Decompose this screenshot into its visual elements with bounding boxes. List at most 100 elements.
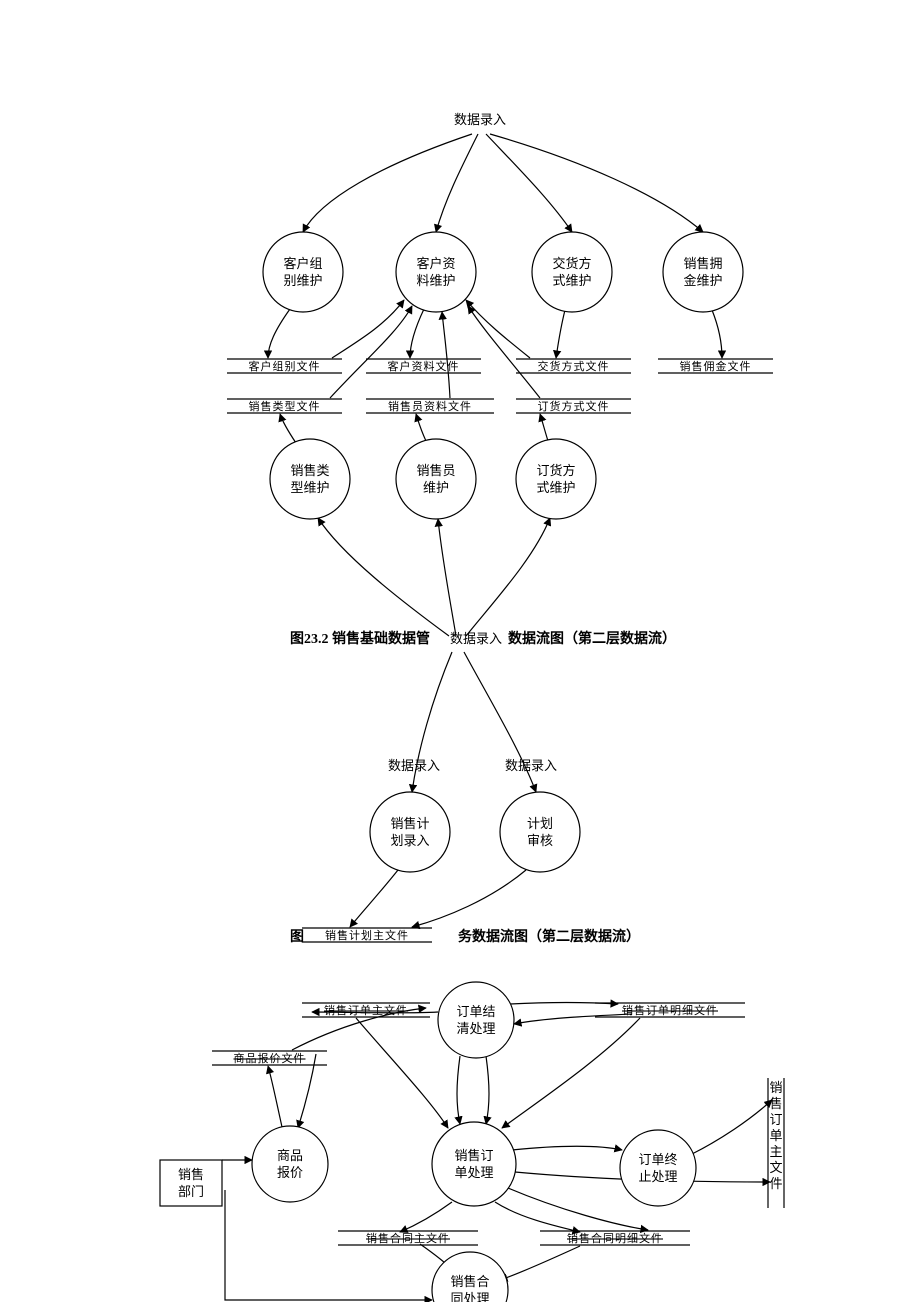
svg-text:商品: 商品 bbox=[277, 1148, 303, 1163]
svg-text:单处理: 单处理 bbox=[454, 1165, 493, 1180]
diagram-1: 数据录入客户组别维护客户资料维护交货方式维护销售拥金维护客户组别文件客户资料文件… bbox=[227, 112, 773, 647]
svg-text:销售员: 销售员 bbox=[416, 463, 455, 478]
svg-text:客户资料文件: 客户资料文件 bbox=[388, 359, 460, 373]
svg-text:销售类: 销售类 bbox=[290, 463, 329, 478]
flow-edge bbox=[502, 1018, 640, 1128]
flow-edge bbox=[512, 1146, 622, 1150]
flow-edge bbox=[268, 1066, 282, 1127]
svg-text:部门: 部门 bbox=[178, 1184, 204, 1199]
diagram-2: 数据录入数据录入销售计划录入计划审核销售计划主文件图务数据流图（第二层数据流） bbox=[290, 652, 640, 945]
process-node: 销售拥金维护 bbox=[663, 232, 743, 312]
flow-edge bbox=[356, 1018, 448, 1128]
svg-text:别维护: 别维护 bbox=[283, 273, 322, 288]
svg-text:维护: 维护 bbox=[423, 480, 449, 495]
process-node: 销售合同处理 bbox=[432, 1252, 508, 1302]
process-node: 销售计划录入 bbox=[370, 792, 450, 872]
svg-text:主: 主 bbox=[769, 1144, 782, 1159]
svg-text:务数据流图（第二层数据流）: 务数据流图（第二层数据流） bbox=[458, 928, 640, 945]
flow-edge bbox=[332, 300, 404, 358]
svg-text:销售计: 销售计 bbox=[390, 816, 429, 831]
svg-text:清处理: 清处理 bbox=[456, 1021, 495, 1036]
flow-edge bbox=[540, 414, 548, 441]
svg-text:销: 销 bbox=[769, 1080, 782, 1095]
svg-text:销售佣金文件: 销售佣金文件 bbox=[680, 359, 752, 373]
svg-text:商品报价文件: 商品报价文件 bbox=[234, 1051, 306, 1065]
flow-edge bbox=[692, 1100, 772, 1154]
svg-text:销售员资料文件: 销售员资料文件 bbox=[388, 399, 472, 413]
svg-text:订货方: 订货方 bbox=[536, 463, 575, 478]
svg-text:订: 订 bbox=[769, 1112, 782, 1127]
svg-text:报价: 报价 bbox=[277, 1165, 303, 1180]
flow-edge bbox=[466, 300, 530, 358]
flow-edge bbox=[457, 1056, 460, 1124]
svg-text:数据录入: 数据录入 bbox=[388, 758, 440, 773]
process-node: 销售订单处理 bbox=[432, 1122, 516, 1206]
flow-edge bbox=[495, 1202, 580, 1232]
svg-text:销售合同明细文件: 销售合同明细文件 bbox=[567, 1231, 663, 1245]
datastore: 销售类型文件 bbox=[227, 399, 342, 413]
svg-text:销售合: 销售合 bbox=[450, 1274, 489, 1289]
process-node: 客户组别维护 bbox=[263, 232, 343, 312]
svg-text:销售合同主文件: 销售合同主文件 bbox=[366, 1231, 450, 1245]
process-node: 销售类型维护 bbox=[270, 439, 350, 519]
datastore: 销售订单主文件 bbox=[768, 1078, 784, 1208]
flow-edge bbox=[318, 518, 449, 636]
process-node: 商品报价 bbox=[252, 1126, 328, 1202]
datastore: 销售合同主文件 bbox=[338, 1231, 478, 1245]
svg-text:文: 文 bbox=[769, 1160, 782, 1175]
flow-edge bbox=[712, 310, 722, 358]
process-node: 销售员维护 bbox=[396, 439, 476, 519]
flow-edge bbox=[486, 1056, 489, 1124]
svg-text:订单终: 订单终 bbox=[638, 1152, 677, 1167]
svg-text:销售类型文件: 销售类型文件 bbox=[249, 399, 321, 413]
svg-text:划录入: 划录入 bbox=[390, 833, 429, 848]
svg-text:数据流图（第二层数据流）: 数据流图（第二层数据流） bbox=[508, 630, 676, 647]
svg-text:式维护: 式维护 bbox=[536, 480, 575, 495]
flow-edge bbox=[466, 518, 550, 636]
svg-text:客户组: 客户组 bbox=[283, 256, 322, 271]
process-node: 订单结清处理 bbox=[438, 982, 514, 1058]
flow-edge bbox=[514, 1014, 632, 1024]
flow-edge bbox=[410, 309, 424, 358]
diagram-3: 销售部门销售订单主文件销售订单明细文件商品报价文件销售合同主文件销售合同明细文件… bbox=[160, 982, 784, 1302]
flow-edge bbox=[400, 1202, 452, 1232]
svg-text:数据录入: 数据录入 bbox=[454, 112, 506, 127]
process-node: 计划审核 bbox=[500, 792, 580, 872]
svg-text:计划: 计划 bbox=[527, 816, 553, 831]
svg-text:交货方式文件: 交货方式文件 bbox=[538, 359, 610, 373]
flow-edge bbox=[468, 306, 540, 398]
external-entity: 销售部门 bbox=[160, 1160, 222, 1206]
process-node: 订货方式维护 bbox=[516, 439, 596, 519]
flow-edge bbox=[268, 309, 290, 358]
svg-text:审核: 审核 bbox=[527, 833, 553, 848]
svg-text:金维护: 金维护 bbox=[683, 273, 722, 288]
svg-text:销售拥: 销售拥 bbox=[683, 256, 722, 271]
svg-text:销售订单主文件: 销售订单主文件 bbox=[324, 1003, 408, 1017]
datastore: 客户资料文件 bbox=[366, 359, 481, 373]
svg-text:件: 件 bbox=[769, 1176, 782, 1191]
datastore: 销售佣金文件 bbox=[658, 359, 773, 373]
svg-text:订货方式文件: 订货方式文件 bbox=[538, 399, 610, 413]
process-node: 订单终止处理 bbox=[620, 1130, 696, 1206]
datastore: 交货方式文件 bbox=[516, 359, 631, 373]
flow-edge bbox=[486, 134, 572, 232]
flow-edge bbox=[500, 1246, 580, 1280]
datastore: 商品报价文件 bbox=[212, 1051, 327, 1065]
svg-text:数据录入: 数据录入 bbox=[505, 758, 557, 773]
svg-text:销售计划主文件: 销售计划主文件 bbox=[325, 928, 409, 942]
flow-edge bbox=[490, 134, 703, 232]
flow-edge bbox=[436, 134, 478, 232]
svg-text:售: 售 bbox=[769, 1096, 782, 1111]
svg-text:销售订单明细文件: 销售订单明细文件 bbox=[622, 1003, 718, 1017]
svg-text:销售订: 销售订 bbox=[454, 1148, 493, 1163]
flow-edge bbox=[412, 870, 526, 927]
svg-text:图23.2 销售基础数据管: 图23.2 销售基础数据管 bbox=[290, 630, 430, 647]
svg-text:订单结: 订单结 bbox=[456, 1004, 495, 1019]
flow-edge bbox=[350, 870, 398, 927]
datastore: 客户组别文件 bbox=[227, 359, 342, 373]
datastore: 销售合同明细文件 bbox=[540, 1231, 690, 1245]
flow-edge bbox=[556, 310, 565, 358]
svg-text:图: 图 bbox=[290, 929, 304, 945]
svg-text:止处理: 止处理 bbox=[638, 1169, 677, 1184]
svg-text:同处理: 同处理 bbox=[450, 1291, 489, 1302]
